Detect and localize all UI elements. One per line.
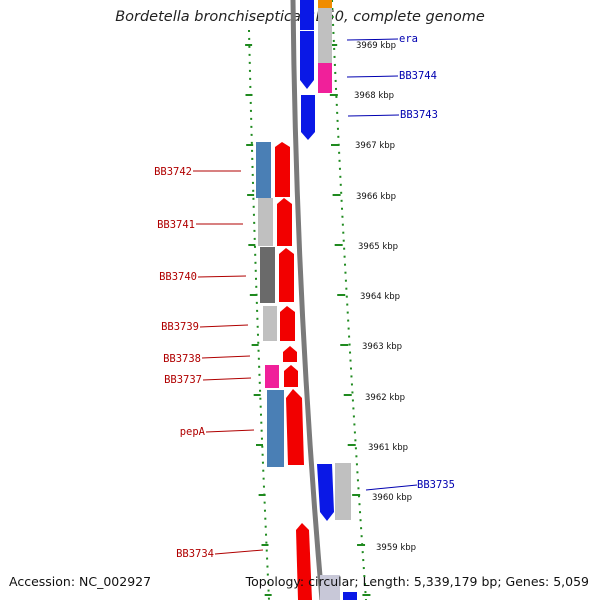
tick-label-3959: 3959 kbp — [376, 543, 416, 553]
label-bb3744: BB3744 — [399, 70, 437, 82]
reverse-genes-bottom[interactable] — [317, 463, 357, 600]
gene-pepa-arrow — [286, 389, 304, 465]
gene-blue-bottom — [343, 592, 357, 600]
gene-bb3740-arrow — [279, 248, 294, 302]
scale-tick-labels: 3969 kbp 3968 kbp 3967 kbp 3966 kbp 3965… — [354, 41, 416, 553]
cds-gray-block — [318, 8, 332, 63]
cds-blue-bb3742 — [256, 142, 271, 198]
label-era: era — [399, 33, 418, 45]
cds-track-top[interactable] — [318, 0, 332, 93]
tick-label-3969: 3969 kbp — [356, 41, 396, 51]
leader-bb3738 — [201, 355, 251, 359]
tick-label-3963: 3963 kbp — [362, 342, 402, 352]
gene-bb3742-arrow — [275, 142, 290, 197]
cds-pink-bb3737 — [265, 365, 279, 388]
guide-lines — [248, 0, 367, 600]
leader-bb3734 — [214, 549, 264, 555]
genome-summary-text: Topology: circular; Length: 5,339,179 bp… — [245, 574, 589, 589]
map-title: Bordetella bronchiseptica RB50, complete… — [115, 9, 485, 25]
tick-label-3962: 3962 kbp — [365, 393, 405, 403]
gene-bb3737-arrow — [284, 365, 298, 387]
label-pepa: pepA — [180, 426, 206, 438]
cds-gray-bottom — [320, 575, 340, 600]
gene-bb3744-arrow — [300, 31, 314, 89]
label-bb3739: BB3739 — [161, 321, 199, 333]
label-bb3743: BB3743 — [400, 109, 438, 121]
label-bb3740: BB3740 — [159, 271, 197, 283]
cds-pink-block — [318, 63, 332, 93]
cds-orange-block — [318, 0, 332, 8]
forward-genes[interactable] — [275, 142, 312, 600]
label-bb3737: BB3737 — [164, 374, 202, 386]
cds-track-left[interactable] — [256, 142, 284, 467]
leader-era — [346, 38, 399, 41]
tick-label-3964: 3964 kbp — [360, 292, 400, 302]
cds-gray-bb3739 — [263, 306, 277, 341]
label-bb3735: BB3735 — [417, 479, 455, 491]
leader-bb3737 — [202, 377, 252, 381]
leader-bb3735 — [365, 484, 418, 491]
left-minor-ticks — [245, 44, 272, 596]
cds-blue-pepa — [267, 390, 284, 467]
leader-bb3744 — [346, 75, 399, 78]
tick-label-3966: 3966 kbp — [356, 192, 396, 202]
reverse-genes-top[interactable] — [300, 0, 315, 140]
gene-bb3734-arrow — [296, 523, 312, 600]
tick-label-3960: 3960 kbp — [372, 493, 412, 503]
leader-pepa — [205, 429, 255, 433]
leader-bb3743 — [347, 114, 400, 117]
label-bb3742: BB3742 — [154, 166, 192, 178]
gene-bb3739-arrow — [280, 306, 295, 341]
tick-label-3961: 3961 kbp — [368, 443, 408, 453]
label-bb3738: BB3738 — [163, 353, 201, 365]
gene-bb3743-arrow — [301, 95, 315, 140]
right-scale-ticks — [329, 44, 371, 596]
leader-bb3739 — [199, 324, 249, 328]
cds-gray-bb3741 — [258, 198, 273, 246]
tick-label-3968: 3968 kbp — [354, 91, 394, 101]
tick-label-3967: 3967 kbp — [355, 141, 395, 151]
left-gene-labels: BB3742 BB3741 BB3740 BB3739 BB3738 BB373… — [154, 166, 214, 560]
gene-bb3741-arrow — [277, 198, 292, 246]
genome-backbone — [290, 0, 325, 600]
cds-gray-bb3735 — [335, 463, 351, 520]
label-bb3741: BB3741 — [157, 219, 195, 231]
cds-dark-bb3740 — [260, 247, 275, 303]
accession-text: Accession: NC_002927 — [9, 574, 152, 589]
gene-bb3738-arrow — [283, 346, 297, 362]
gene-bb3735-arrow — [317, 464, 334, 521]
left-outer-dotted-line — [248, 29, 270, 600]
right-gene-labels: era BB3744 BB3743 BB3735 — [399, 33, 455, 491]
label-bb3734: BB3734 — [176, 548, 214, 560]
tick-label-3965: 3965 kbp — [358, 242, 398, 252]
leader-bb3740 — [197, 275, 247, 278]
leader-lines — [193, 38, 418, 555]
gene-era-arrow — [300, 0, 314, 30]
